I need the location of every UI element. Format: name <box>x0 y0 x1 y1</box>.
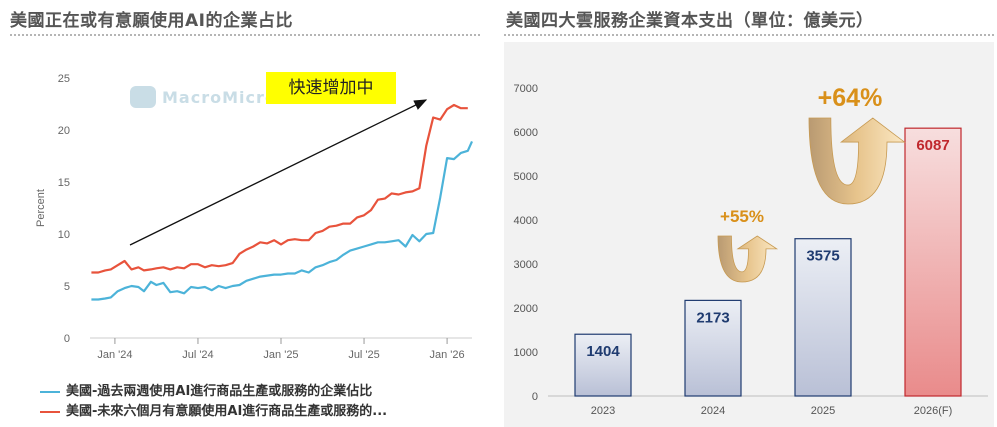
series-line-1 <box>91 140 474 301</box>
bar-2025 <box>794 238 852 397</box>
callout-box: 快速增加中 <box>266 72 396 104</box>
bar-y-tick-label: 2000 <box>514 303 538 315</box>
x-tick-label: Jan '25 <box>263 349 298 361</box>
x-tick-label: Jan '26 <box>430 349 465 361</box>
bar-y-tick-label: 6000 <box>514 127 538 139</box>
series-line-2 <box>91 103 468 274</box>
bar-category-label: 2025 <box>811 405 835 417</box>
bar-category-label: 2026(F) <box>914 405 953 417</box>
bar-category-label: 2023 <box>591 405 615 417</box>
bar-y-tick-label: 3000 <box>514 259 538 271</box>
left-title-rule <box>10 34 480 36</box>
bar-y-tick-label: 1000 <box>514 347 538 359</box>
legend-swatch-series2 <box>40 410 60 413</box>
bar-value-label: 2173 <box>696 309 729 326</box>
legend-label-series1: 美國-過去兩週使用AI進行商品生產或服務的企業佔比 <box>66 384 373 399</box>
y-tick-label: 10 <box>58 229 70 241</box>
bar-y-tick-label: 7000 <box>514 83 538 95</box>
bar-2026(F) <box>904 127 962 397</box>
bar-value-label: 6087 <box>916 137 949 154</box>
legend-item-series2: 美國-未來六個月有意願使用AI進行商品生產或服務的... <box>40 400 387 419</box>
growth-label-2024: +55% <box>720 207 764 226</box>
y-axis-label: Percent <box>35 189 47 227</box>
bar-value-label: 1404 <box>586 343 620 360</box>
x-tick-label: Jul '24 <box>182 349 213 361</box>
legend-label-series2: 美國-未來六個月有意願使用AI進行商品生產或服務的... <box>66 404 388 419</box>
right-panel-title: 美國四大雲服務企業資本支出（單位：億美元） <box>506 11 874 31</box>
bar-2024 <box>684 299 742 397</box>
bar-value-label: 3575 <box>806 248 839 265</box>
y-tick-label: 15 <box>58 177 70 189</box>
legend-swatch-series1 <box>40 390 60 393</box>
growth-label-2026: +64% <box>818 84 883 112</box>
growth-arrow-small-icon <box>717 235 779 283</box>
legend-item-series1: 美國-過去兩週使用AI進行商品生產或服務的企業佔比 <box>40 380 372 399</box>
bar-y-tick-label: 4000 <box>514 215 538 227</box>
y-tick-label: 5 <box>64 281 70 293</box>
left-panel-title: 美國正在或有意願使用AI的企業占比 <box>10 11 293 31</box>
x-tick-label: Jul '25 <box>348 349 379 361</box>
watermark: MacroMicro <box>162 88 277 107</box>
y-tick-label: 25 <box>58 73 70 85</box>
growth-arrow-large-icon <box>808 117 906 205</box>
bar-2023 <box>574 333 632 397</box>
y-tick-label: 0 <box>64 333 70 345</box>
bar-y-tick-label: 5000 <box>514 171 538 183</box>
x-tick-label: Jan '24 <box>97 349 132 361</box>
right-title-rule <box>504 34 994 36</box>
trend-arrow <box>129 99 428 246</box>
y-tick-label: 20 <box>58 125 70 137</box>
bar-category-label: 2024 <box>701 405 725 417</box>
watermark-logo-icon <box>130 86 156 108</box>
bar-y-tick-label: 0 <box>532 391 538 403</box>
